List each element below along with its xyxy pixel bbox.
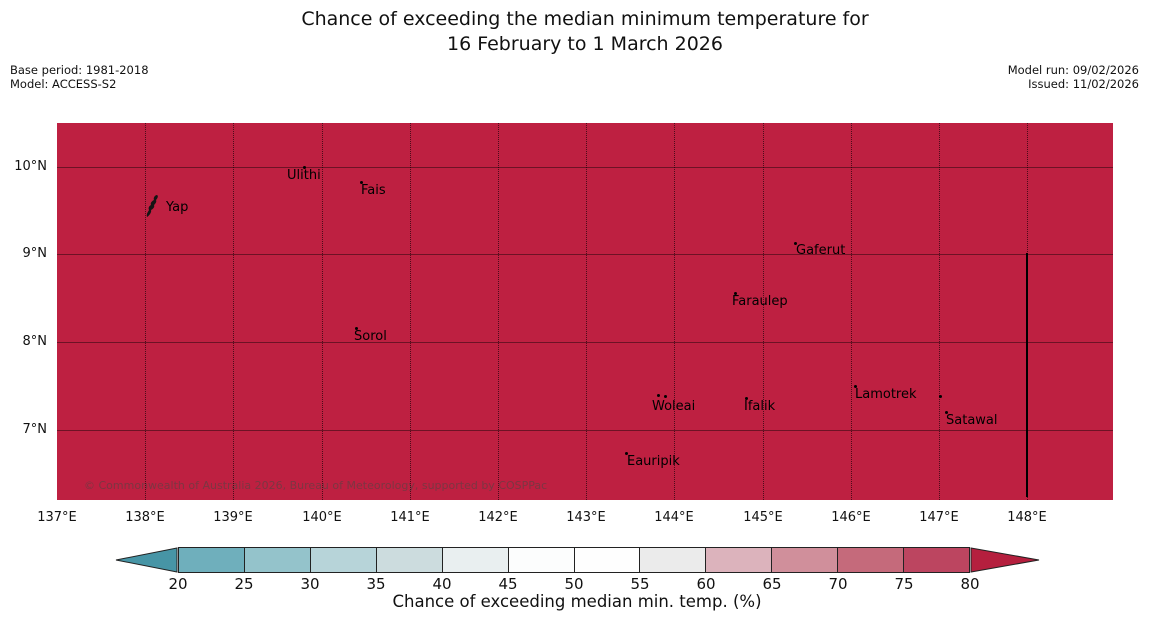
colorbar-tick-label: 50 bbox=[564, 575, 584, 593]
latitude-gridline bbox=[57, 430, 1113, 431]
colorbar-tick-label: 45 bbox=[498, 575, 518, 593]
latitude-gridline bbox=[57, 167, 1113, 168]
latitude-tick-label: 9°N bbox=[22, 246, 48, 261]
place-label: Woleai bbox=[652, 399, 696, 414]
colorbar-segment bbox=[904, 548, 970, 572]
longitude-tick-label: 147°E bbox=[919, 510, 959, 525]
colorbar-segment bbox=[244, 548, 311, 572]
longitude-gridline bbox=[763, 123, 764, 500]
longitude-axis: 137°E 138°E 139°E 140°E 141°E 142°E 143°E 144°E… bbox=[37, 510, 1113, 528]
colorbar-ticks: 20 25 30 35 40 45 50 55 60 65 70 75 80 bbox=[168, 575, 979, 593]
colorbar-label: Chance of exceeding median min. temp. (%… bbox=[392, 592, 762, 611]
colorbar-tick-label: 40 bbox=[432, 575, 452, 593]
island-dot bbox=[854, 385, 857, 388]
place-label: Faraulep bbox=[732, 294, 788, 309]
longitude-tick-label: 139°E bbox=[213, 510, 253, 525]
latitude-tick-label: 8°N bbox=[22, 334, 48, 349]
colorbar-segment bbox=[179, 548, 245, 572]
colorbar-segment bbox=[574, 548, 641, 572]
place-label: Ulithi bbox=[287, 168, 321, 183]
colorbar-tick-label: 35 bbox=[366, 575, 386, 593]
colorbar-left-arrow bbox=[115, 547, 178, 573]
place-label: Lamotrek bbox=[855, 387, 917, 402]
model-name-text: Model: ACCESS-S2 bbox=[10, 77, 117, 91]
island-dot bbox=[794, 242, 797, 245]
longitude-gridline bbox=[410, 123, 411, 500]
colorbar-tick-label: 60 bbox=[696, 575, 716, 593]
place-label: Fais bbox=[361, 183, 386, 198]
colorbar-tick-label: 70 bbox=[828, 575, 848, 593]
longitude-gridline bbox=[322, 123, 323, 500]
place-label: Sorol bbox=[354, 329, 387, 344]
longitude-tick-label: 140°E bbox=[302, 510, 342, 525]
forecast-map: © Commonwealth of Australia 2026, Bureau… bbox=[57, 123, 1113, 500]
longitude-gridline bbox=[851, 123, 852, 500]
figure-title: Chance of exceeding the median minimum t… bbox=[57, 7, 1113, 57]
island-dot bbox=[360, 181, 363, 184]
colorbar-segment bbox=[310, 548, 377, 572]
island-dot bbox=[939, 395, 942, 398]
colorbar-tick-label: 55 bbox=[630, 575, 650, 593]
longitude-tick-label: 142°E bbox=[478, 510, 518, 525]
island-dot bbox=[657, 394, 660, 397]
latitude-gridline bbox=[57, 254, 1113, 255]
title-line-2: 16 February to 1 March 2026 bbox=[446, 33, 723, 55]
run-info: Model run: 09/02/2026 Issued: 11/02/2026 bbox=[1008, 63, 1139, 91]
copyright-text: © Commonwealth of Australia 2026, Bureau… bbox=[84, 479, 548, 492]
title-line-1: Chance of exceeding the median minimum t… bbox=[301, 8, 869, 30]
colorbar-segment bbox=[508, 548, 575, 572]
yap-island-shape bbox=[144, 193, 162, 223]
colorbar-tick-label: 25 bbox=[234, 575, 254, 593]
longitude-tick-label: 145°E bbox=[743, 510, 783, 525]
colorbar-tick-label: 20 bbox=[168, 575, 188, 593]
longitude-tick-label: 148°E bbox=[1007, 510, 1047, 525]
place-label: Eauripik bbox=[627, 454, 680, 469]
colorbar-tick-label: 75 bbox=[894, 575, 914, 593]
longitude-gridline bbox=[674, 123, 675, 500]
island-dot bbox=[745, 397, 748, 400]
longitude-gridline bbox=[233, 123, 234, 500]
island-dot bbox=[355, 327, 358, 330]
longitude-gridline bbox=[145, 123, 146, 500]
longitude-gridline bbox=[586, 123, 587, 500]
colorbar-segment bbox=[772, 548, 839, 572]
colorbar-tick-label: 30 bbox=[300, 575, 320, 593]
state-boundary-line bbox=[1026, 253, 1028, 497]
colorbar-segment bbox=[442, 548, 509, 572]
colorbar-tick-label: 80 bbox=[960, 575, 980, 593]
longitude-tick-label: 141°E bbox=[390, 510, 430, 525]
base-period-text: Base period: 1981-2018 bbox=[10, 63, 149, 77]
colorbar bbox=[115, 547, 1040, 573]
colorbar-segment bbox=[706, 548, 773, 572]
longitude-tick-label: 143°E bbox=[566, 510, 606, 525]
colorbar-tick-label: 65 bbox=[762, 575, 782, 593]
latitude-gridline bbox=[57, 342, 1113, 343]
island-dot bbox=[303, 166, 306, 169]
latitude-axis: 10°N 9°N 8°N 7°N bbox=[0, 123, 47, 500]
place-label: Satawal bbox=[946, 413, 998, 428]
longitude-tick-label: 144°E bbox=[654, 510, 694, 525]
model-info: Base period: 1981-2018 Model: ACCESS-S2 bbox=[10, 63, 149, 91]
latitude-tick-label: 7°N bbox=[22, 422, 48, 437]
latitude-tick-label: 10°N bbox=[14, 159, 47, 174]
longitude-tick-label: 146°E bbox=[831, 510, 871, 525]
longitude-tick-label: 138°E bbox=[125, 510, 165, 525]
longitude-tick-label: 137°E bbox=[37, 510, 77, 525]
colorbar-segment bbox=[640, 548, 707, 572]
longitude-gridline bbox=[498, 123, 499, 500]
island-dot bbox=[734, 292, 737, 295]
colorbar-gradient-bar bbox=[178, 547, 970, 573]
model-run-text: Model run: 09/02/2026 bbox=[1007, 63, 1139, 77]
issued-text: Issued: 11/02/2026 bbox=[1028, 77, 1139, 91]
island-dot bbox=[664, 395, 667, 398]
place-label: Gaferut bbox=[796, 243, 846, 258]
place-label: Ifalik bbox=[744, 399, 776, 414]
colorbar-right-arrow bbox=[970, 547, 1040, 573]
island-dot bbox=[945, 411, 948, 414]
longitude-gridline bbox=[939, 123, 940, 500]
place-label: Yap bbox=[166, 200, 189, 215]
colorbar-segment bbox=[376, 548, 443, 572]
island-dot bbox=[625, 452, 628, 455]
colorbar-segment bbox=[838, 548, 905, 572]
